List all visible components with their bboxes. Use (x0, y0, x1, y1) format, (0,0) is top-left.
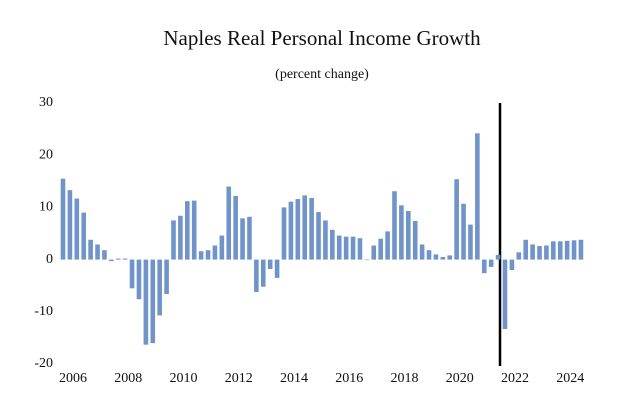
bar (115, 258, 121, 260)
bar (226, 186, 232, 260)
bar (171, 220, 176, 260)
y-tick-label: 30 (39, 95, 53, 110)
x-tick-label: 2008 (114, 371, 142, 386)
bar (260, 259, 266, 287)
bar (205, 250, 211, 260)
bar (557, 241, 563, 260)
bar (336, 235, 342, 260)
bar (157, 259, 162, 316)
bar (544, 245, 549, 260)
bar (571, 240, 577, 260)
bar (357, 238, 363, 260)
y-tick-label: 20 (39, 147, 53, 162)
bar (323, 220, 328, 260)
bar (537, 246, 542, 260)
bar (247, 216, 252, 260)
bar (74, 198, 80, 260)
bar (406, 211, 411, 260)
bar (233, 195, 238, 260)
bar (468, 224, 473, 260)
bar (60, 178, 66, 260)
bar (509, 259, 515, 271)
bar (385, 231, 390, 260)
bar (198, 251, 204, 260)
bar (454, 179, 459, 260)
bar (274, 259, 280, 278)
bar (433, 254, 439, 260)
bar (530, 244, 535, 260)
bar (578, 239, 584, 260)
x-tick-label: 2010 (169, 371, 197, 386)
bar (502, 259, 508, 330)
bar (136, 259, 142, 300)
bar (419, 244, 425, 260)
bar (67, 190, 73, 260)
bar (343, 236, 349, 260)
bar (412, 220, 418, 260)
bar (551, 241, 556, 260)
bar (102, 250, 107, 260)
bar (316, 212, 321, 260)
bar (378, 238, 383, 260)
bar (122, 258, 128, 260)
bar (488, 259, 494, 267)
bar (371, 245, 377, 260)
bar (219, 235, 225, 260)
x-tick-label: 2020 (446, 371, 474, 386)
bar (392, 191, 397, 260)
bar (302, 195, 308, 260)
bar (143, 259, 149, 345)
bar (440, 256, 446, 260)
bar (426, 250, 432, 260)
bar (330, 229, 335, 260)
bar (95, 244, 100, 260)
y-tick-label: 10 (39, 200, 53, 215)
bar (164, 259, 169, 295)
x-tick-label: 2018 (390, 371, 418, 386)
chart-title: Naples Real Personal Income Growth (163, 26, 481, 50)
bar (309, 198, 314, 260)
bar (254, 259, 259, 292)
x-tick-label: 2022 (501, 371, 529, 386)
bar (447, 255, 453, 260)
bar (129, 259, 135, 289)
bar (516, 252, 522, 260)
bar (178, 215, 183, 260)
x-tick-label: 2014 (280, 371, 308, 386)
bar (212, 245, 218, 260)
bar (475, 133, 480, 260)
x-tick-label: 2016 (335, 371, 363, 386)
bar (399, 205, 404, 260)
bar (267, 259, 273, 269)
bar (481, 259, 487, 274)
y-tick-label: -10 (34, 304, 53, 319)
y-tick-label: 0 (46, 252, 53, 267)
x-tick-label: 2024 (556, 371, 584, 386)
bar (240, 218, 245, 260)
chart-subtitle: (percent change) (275, 67, 369, 82)
x-tick-label: 2012 (225, 371, 253, 386)
bar (461, 203, 466, 260)
bar (185, 201, 190, 260)
bar (350, 236, 356, 260)
bar (495, 254, 501, 260)
bar (191, 200, 197, 260)
x-tick-label: 2006 (59, 371, 87, 386)
bar (364, 259, 370, 261)
bar (288, 201, 294, 260)
bar (88, 239, 93, 260)
bar (281, 207, 287, 260)
bar (109, 259, 114, 262)
bar (81, 212, 87, 260)
bar (523, 239, 529, 260)
y-tick-label: -20 (34, 356, 53, 371)
bar (564, 240, 570, 260)
bar (295, 199, 301, 260)
bar (150, 259, 156, 344)
